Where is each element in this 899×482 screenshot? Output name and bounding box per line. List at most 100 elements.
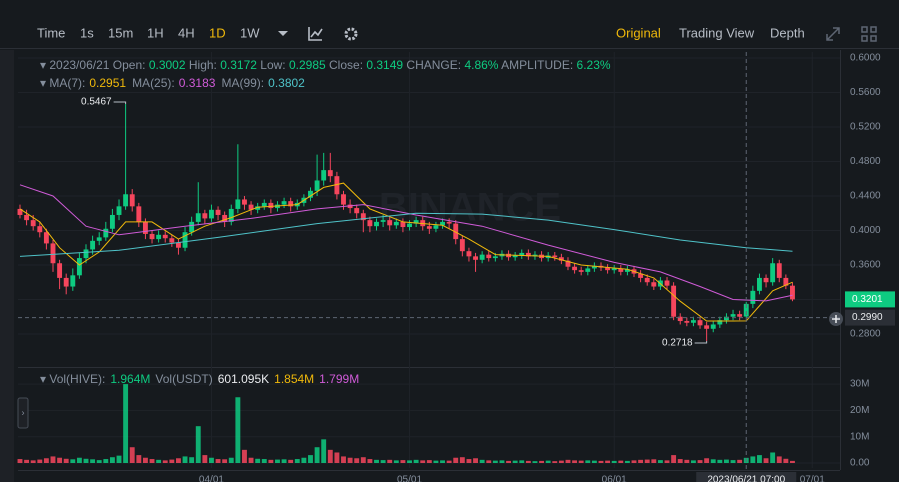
volume-bar xyxy=(611,460,617,463)
candle-body xyxy=(426,226,432,229)
collapse-button[interactable] xyxy=(17,397,29,429)
volume-bar xyxy=(545,460,551,463)
view-button[interactable]: Original xyxy=(616,25,661,40)
candle-body xyxy=(413,220,419,224)
interval-button[interactable]: 1W xyxy=(240,25,260,40)
low-annotation: 0.2718 xyxy=(662,338,693,349)
candle-body xyxy=(248,204,254,210)
candle-body xyxy=(757,277,762,291)
candle-body xyxy=(314,180,320,191)
volume-bar xyxy=(433,460,439,463)
candle-body xyxy=(519,252,525,256)
volume-bar xyxy=(459,457,465,463)
view-button[interactable]: Depth xyxy=(770,25,805,40)
layout-icon[interactable] xyxy=(861,26,877,42)
indicator-icon[interactable] xyxy=(308,27,323,41)
volume-bar xyxy=(50,456,56,463)
legend-toggle[interactable]: ▾ xyxy=(40,58,49,72)
interval-button[interactable]: 1H xyxy=(147,25,164,40)
candle-body xyxy=(763,277,769,283)
volume-bar xyxy=(96,460,102,463)
interval-button[interactable]: 1D xyxy=(209,25,226,40)
volume-bar xyxy=(175,458,181,463)
annotation-leader xyxy=(694,341,708,344)
volume-bar xyxy=(790,460,795,463)
volume-bar xyxy=(17,459,23,463)
value: 4.86% xyxy=(464,58,498,72)
volume-bar xyxy=(466,459,472,463)
volume-bar xyxy=(347,457,353,463)
candle-body xyxy=(215,209,221,215)
candle-body xyxy=(90,240,96,250)
candle-body xyxy=(242,199,247,205)
y-tick-label: 0.4800 xyxy=(850,156,881,167)
candle-body xyxy=(129,194,135,207)
label: Close: xyxy=(329,58,363,72)
y-tick-label: 0.3600 xyxy=(850,260,881,271)
volume-bar xyxy=(440,460,445,463)
volume-bar xyxy=(506,460,512,463)
volume-bar xyxy=(770,452,776,463)
label: High: xyxy=(189,58,217,72)
fullscreen-icon[interactable] xyxy=(826,27,840,41)
candle-body xyxy=(327,170,333,177)
volume-bar xyxy=(657,460,663,463)
volume-legend-item: 1.964M xyxy=(110,372,150,386)
legend-name: MA(25): xyxy=(132,76,175,90)
volume-tick-label: 0.00 xyxy=(850,458,870,469)
candle-body xyxy=(169,238,175,243)
volume-bar xyxy=(189,457,195,463)
candle-body xyxy=(109,214,115,229)
volume-bar xyxy=(539,460,545,463)
legend-toggle[interactable]: ▾ xyxy=(40,372,49,386)
candle-body xyxy=(492,256,498,259)
value: 0.3002 xyxy=(149,58,186,72)
volume-bar xyxy=(479,459,485,463)
x-tick-label: 04/01 xyxy=(199,475,224,482)
y-tick-label: 0.5200 xyxy=(850,122,881,133)
add-icon[interactable] xyxy=(832,315,840,323)
volume-bar xyxy=(750,456,756,463)
interval-button[interactable]: Time xyxy=(37,25,65,40)
volume-bar xyxy=(334,452,340,463)
candle-body xyxy=(374,221,379,227)
settings-icon[interactable] xyxy=(344,27,358,41)
candle-body xyxy=(175,242,181,248)
collapse-icon[interactable]: › xyxy=(22,407,25,417)
volume-bar xyxy=(83,458,89,463)
candle-body xyxy=(776,263,782,278)
high-annotation: 0.5467 xyxy=(81,97,112,108)
volume-bar xyxy=(532,461,538,463)
volume-bar xyxy=(255,458,261,463)
annotation-leader xyxy=(113,101,127,104)
candle-body xyxy=(486,254,492,259)
candle-body xyxy=(690,320,696,323)
volume-bar xyxy=(43,458,49,463)
interval-button[interactable]: 15m xyxy=(108,25,133,40)
volume-bar xyxy=(605,460,611,463)
volume-bar xyxy=(248,457,254,463)
candle-body xyxy=(591,265,597,269)
candle-body xyxy=(433,225,439,229)
volume-bar xyxy=(704,458,710,463)
candle-body xyxy=(552,255,558,258)
legend-name: MA(7): xyxy=(49,76,85,90)
candle-body xyxy=(737,314,743,317)
legend-value: 0.2951 xyxy=(89,76,126,90)
dropdown-icon[interactable] xyxy=(278,31,288,36)
candle-body xyxy=(473,256,478,260)
interval-button[interactable]: 1s xyxy=(80,25,94,40)
view-button[interactable]: Trading View xyxy=(679,25,755,40)
candle-body xyxy=(156,234,162,240)
volume-bar xyxy=(129,447,135,463)
legend-value: 0.3802 xyxy=(268,76,305,90)
value: 6.23% xyxy=(577,58,611,72)
y-tick-label: 0.5600 xyxy=(850,87,881,98)
candle-body xyxy=(638,273,644,278)
label: Low: xyxy=(260,58,285,72)
volume-bar xyxy=(90,459,96,463)
volume-bar xyxy=(70,459,76,463)
legend-toggle[interactable]: ▾ xyxy=(40,76,49,90)
interval-button[interactable]: 4H xyxy=(178,25,195,40)
candle-body xyxy=(261,202,267,207)
